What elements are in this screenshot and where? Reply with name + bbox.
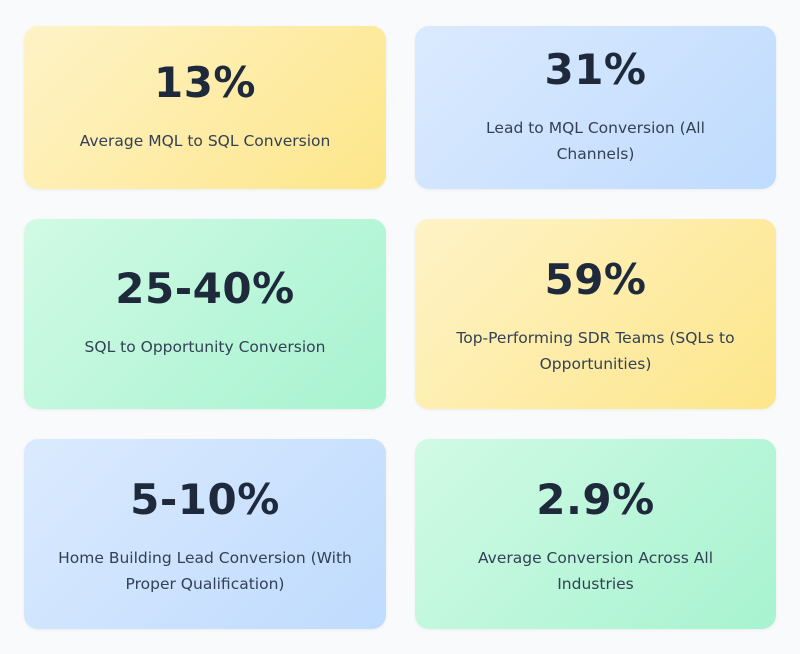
- stat-label: SQL to Opportunity Conversion: [84, 338, 326, 356]
- stat-label: Average Conversion Across All Industries: [477, 549, 714, 593]
- stat-value: 31%: [544, 44, 647, 94]
- stat-card-all-industries: 2.9% Average Conversion Across All Indus…: [415, 439, 776, 629]
- stat-value: 2.9%: [536, 475, 655, 524]
- stat-card-home-building: 5-10% Home Building Lead Conversion (Wit…: [24, 439, 386, 629]
- stat-card-lead-mql: 31% Lead to MQL Conversion (All Channels…: [415, 26, 776, 189]
- stats-grid: 13% Average MQL to SQL Conversion 31% Le…: [24, 26, 776, 629]
- stat-label: Home Building Lead Conversion (With Prop…: [58, 549, 352, 593]
- stat-label: Top-Performing SDR Teams (SQLs to Opport…: [456, 329, 735, 373]
- stat-value: 5-10%: [130, 475, 280, 524]
- stat-label: Average MQL to SQL Conversion: [79, 131, 331, 150]
- stat-value: 13%: [153, 57, 257, 107]
- stat-card-top-sdr: 59% Top-Performing SDR Teams (SQLs to Op…: [415, 219, 776, 409]
- stat-label: Lead to MQL Conversion (All Channels): [486, 118, 705, 163]
- stat-card-mql-sql: 13% Average MQL to SQL Conversion: [24, 26, 386, 189]
- stat-value: 59%: [544, 255, 647, 304]
- stat-value: 25-40%: [115, 264, 295, 313]
- stat-card-sql-opportunity: 25-40% SQL to Opportunity Conversion: [24, 219, 386, 409]
